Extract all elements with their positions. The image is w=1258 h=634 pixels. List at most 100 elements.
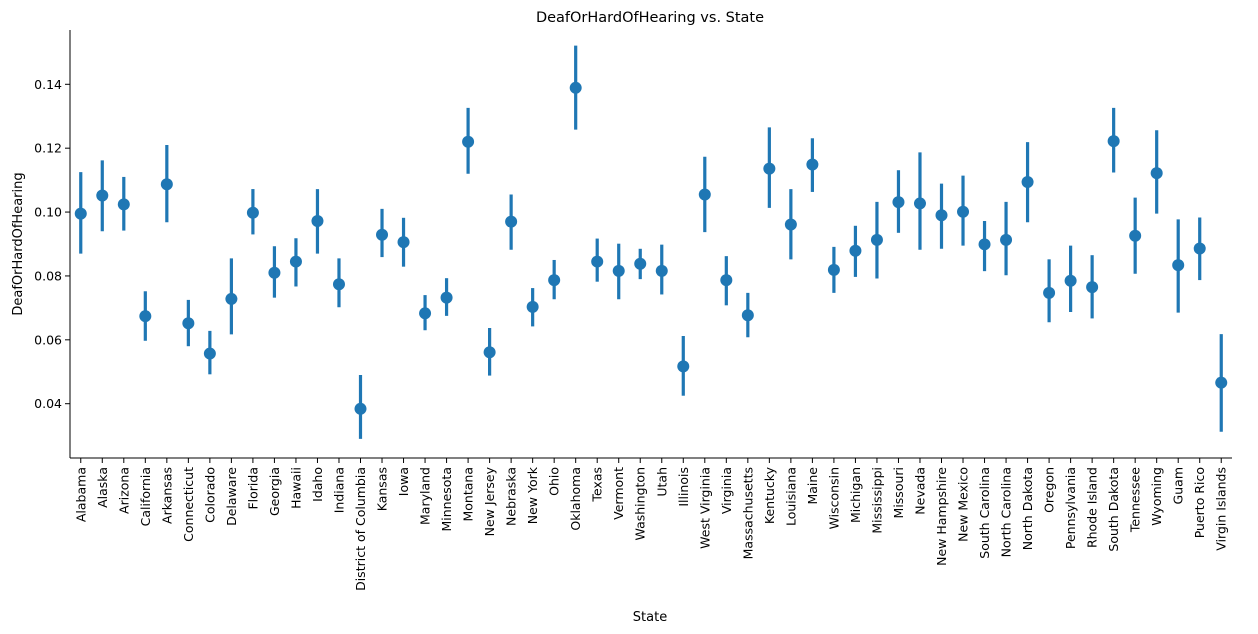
data-point xyxy=(1215,376,1228,389)
data-point xyxy=(634,257,647,270)
x-tick-label: Arizona xyxy=(116,467,131,514)
x-tick-label: Tennessee xyxy=(1128,467,1143,533)
data-point xyxy=(1129,229,1142,242)
x-tick-label: California xyxy=(138,467,153,526)
x-tick-label: Nebraska xyxy=(504,467,519,526)
y-axis: 0.04 0.06 0.08 0.10 0.12 0.14 xyxy=(34,30,71,458)
x-tick-label: Oklahoma xyxy=(568,467,583,531)
y-tick-label: 0.06 xyxy=(34,332,62,347)
data-point xyxy=(311,215,324,228)
data-point xyxy=(1021,176,1034,189)
x-tick-label: Maine xyxy=(805,467,820,505)
data-point xyxy=(1086,281,1099,294)
x-tick-label: West Virginia xyxy=(697,467,712,549)
data-point xyxy=(612,264,625,277)
x-tick-label: New Hampshire xyxy=(934,467,949,566)
x-tick-label: Delaware xyxy=(224,467,239,526)
data-point xyxy=(505,215,518,228)
data-point xyxy=(741,309,754,322)
data-point xyxy=(913,197,926,210)
x-tick-label: Alabama xyxy=(73,467,88,522)
x-tick-label: Arkansas xyxy=(159,467,174,524)
y-tick-label: 0.14 xyxy=(34,77,62,92)
x-tick-label: Mississippi xyxy=(869,467,884,534)
x-tick-label: Florida xyxy=(245,467,260,510)
data-point xyxy=(462,135,475,148)
data-point xyxy=(354,402,367,415)
data-point xyxy=(332,278,345,291)
x-tick-label: Kentucky xyxy=(762,466,777,524)
x-tick-label: Texas xyxy=(590,467,605,503)
x-tick-label: New York xyxy=(525,466,540,524)
x-tick-label: New Mexico xyxy=(956,467,971,542)
data-point xyxy=(698,188,711,201)
data-point xyxy=(655,264,668,277)
data-point xyxy=(268,266,281,279)
data-point xyxy=(483,346,496,359)
x-tick-label: Virgin Islands xyxy=(1214,467,1229,551)
data-point xyxy=(1107,135,1120,148)
data-point xyxy=(182,317,195,330)
x-tick-label: North Dakota xyxy=(1020,467,1035,550)
x-tick-label: Oregon xyxy=(1042,467,1057,513)
x-tick-label: Massachusetts xyxy=(740,467,755,559)
data-point xyxy=(139,310,152,323)
data-point xyxy=(1193,242,1206,255)
x-tick-label: Missouri xyxy=(891,467,906,518)
data-point xyxy=(806,158,819,171)
x-tick-label: Minnesota xyxy=(439,467,454,532)
x-tick-label: Connecticut xyxy=(181,467,196,542)
x-tick-label: Wisconsin xyxy=(826,467,841,529)
plot-area xyxy=(74,45,1228,439)
y-tick-label: 0.12 xyxy=(34,141,62,156)
data-point xyxy=(96,189,109,202)
x-tick-label: Georgia xyxy=(267,467,282,516)
y-axis-label: DeafOrHardOfHearing xyxy=(11,172,26,315)
x-tick-label: Ohio xyxy=(547,467,562,496)
x-tick-label: District of Columbia xyxy=(353,467,368,591)
data-point xyxy=(203,347,216,360)
data-point xyxy=(720,274,733,287)
x-tick-label: Vermont xyxy=(611,467,626,520)
y-tick-label: 0.08 xyxy=(34,268,62,283)
x-tick-label: Michigan xyxy=(848,467,863,523)
x-tick-label: Rhode Island xyxy=(1085,467,1100,548)
data-point xyxy=(117,198,130,211)
y-tick-label: 0.10 xyxy=(34,205,62,220)
data-point xyxy=(1150,167,1163,180)
x-tick-label: South Dakota xyxy=(1106,467,1121,552)
x-tick-label: Nevada xyxy=(912,467,927,515)
data-point xyxy=(397,236,410,249)
data-point xyxy=(935,209,948,222)
data-point xyxy=(526,300,539,313)
x-tick-label: Idaho xyxy=(310,467,325,502)
data-point xyxy=(74,207,87,220)
x-tick-label: Virginia xyxy=(719,467,734,514)
x-tick-label: Wyoming xyxy=(1149,467,1164,526)
x-tick-label: Puerto Rico xyxy=(1192,467,1207,538)
data-point xyxy=(784,218,797,231)
data-point xyxy=(1043,286,1056,299)
data-point xyxy=(440,291,453,304)
y-tick-label: 0.04 xyxy=(34,396,62,411)
x-tick-label: Illinois xyxy=(676,467,691,507)
x-tick-label: Iowa xyxy=(396,467,411,496)
x-tick-label: Montana xyxy=(461,467,476,522)
data-point xyxy=(1064,274,1077,287)
x-tick-label: Washington xyxy=(633,467,648,540)
x-tick-label: Maryland xyxy=(418,467,433,525)
x-tick-label: Alaska xyxy=(95,467,110,508)
data-point xyxy=(978,238,991,251)
data-point xyxy=(763,162,776,175)
x-tick-label: Indiana xyxy=(331,467,346,513)
x-axis: Alabama Alaska Arizona California Arkansas Co… xyxy=(70,457,1232,591)
x-tick-label: Colorado xyxy=(202,467,217,523)
x-tick-label: Pennsylvania xyxy=(1063,467,1078,549)
data-point xyxy=(1172,259,1185,272)
data-point xyxy=(677,360,690,373)
data-point xyxy=(1000,233,1013,246)
data-point xyxy=(892,196,905,209)
x-tick-label: Hawaii xyxy=(288,467,303,509)
x-tick-label: Louisiana xyxy=(783,467,798,526)
